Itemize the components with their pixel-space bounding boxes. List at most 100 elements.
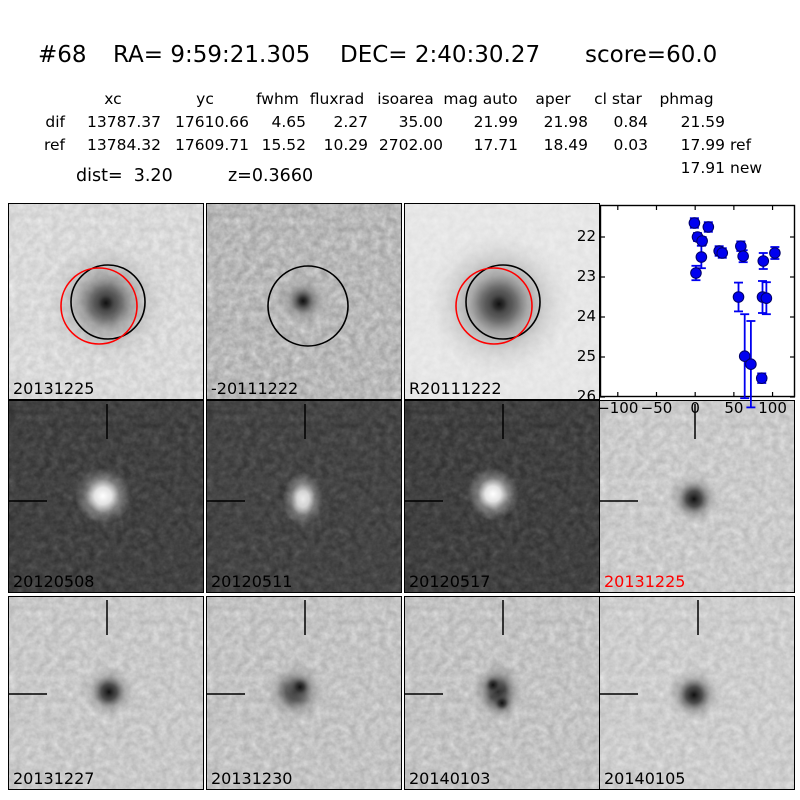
cell-dif-phmag: 21.59	[680, 113, 725, 131]
cutout-panel-epoch: 20120508	[8, 400, 204, 593]
lightcurve-point	[696, 235, 708, 247]
cutout-date-label: 20131227	[13, 769, 95, 789]
cutout-date-label: 20131225	[604, 572, 686, 592]
column-header-magauto: mag auto	[443, 90, 518, 108]
cutout-date-label: 20140103	[409, 769, 491, 789]
lightcurve-point	[755, 372, 768, 384]
lightcurve-point	[760, 292, 773, 304]
cell-ref-phmag: 17.99	[680, 136, 725, 154]
lightcurve-point	[695, 251, 708, 263]
column-header-phmag: phmag	[659, 90, 714, 108]
cell-ref-magauto: 17.71	[473, 136, 518, 154]
x-tick-label: −50	[640, 399, 673, 417]
cell-dif-fluxrad: 2.27	[333, 113, 368, 131]
cutout-date-label: 20131230	[211, 769, 293, 789]
cell-dif-magauto: 21.99	[473, 113, 518, 131]
y-tick-label: 24	[576, 307, 596, 326]
source-blob	[283, 472, 323, 526]
x-tick-label: 50	[724, 399, 744, 417]
cutout-panel-epoch: 20140103	[404, 596, 600, 790]
source-blob	[467, 468, 519, 520]
y-tick-label: 22	[576, 227, 596, 246]
cutout-date-label: 20120508	[13, 572, 95, 592]
row-label-new	[31, 157, 65, 180]
cutout-date-label: 20120517	[409, 572, 491, 592]
dec-value: DEC= 2:40:30.27	[340, 42, 541, 68]
cell-ref-clstar: 0.03	[613, 136, 648, 154]
x-tick-label: 100	[758, 399, 787, 417]
redshift-value: z=0.3660	[228, 166, 314, 186]
lightcurve-point	[690, 267, 702, 279]
x-tick-label: −100	[597, 399, 639, 417]
y-tick-label: 23	[576, 267, 596, 286]
object-id: #68	[38, 42, 87, 68]
column-header-fluxrad: fluxrad	[309, 90, 365, 108]
cell-dif-yc: 17610.66	[175, 113, 249, 131]
source-blob	[90, 287, 122, 319]
aperture-circle-black	[70, 264, 146, 340]
cutout-date-label: 20120511	[211, 572, 293, 592]
source-blob	[286, 673, 314, 701]
aperture-circle-black	[465, 264, 541, 340]
column-header-aper: aper	[535, 90, 571, 108]
y-tick-label: 25	[576, 347, 596, 366]
cutout-panel-epoch: 20120517	[404, 400, 600, 593]
lightcurve-point	[735, 240, 747, 253]
source-blob	[490, 691, 514, 715]
lightcurve-point	[732, 291, 745, 303]
cell-ref-aper: 18.49	[543, 136, 588, 154]
cell-new-suffix: new	[730, 159, 763, 177]
cutout-date-label: 20140105	[604, 769, 686, 789]
source-blob	[83, 666, 135, 718]
cutout-date-label: -20111222	[211, 379, 299, 399]
row-label-dif: dif	[45, 113, 65, 131]
cutout-panel-reference: R20111222	[404, 203, 600, 400]
cutout-panel-epoch: 20131227	[8, 596, 204, 790]
cell-dif-aper: 21.98	[543, 113, 588, 131]
cell-ref-xc: 13784.32	[87, 136, 161, 154]
lightcurve-point	[738, 350, 751, 362]
column-header-xc: xc	[104, 90, 122, 108]
cell-ref-fluxrad: 10.29	[323, 136, 368, 154]
column-header	[31, 88, 65, 111]
cell-dif-suffix	[725, 111, 771, 134]
source-blob	[481, 673, 505, 697]
cutout-panel-new: 20131225	[8, 203, 204, 400]
cutout-date-label: 20131225	[13, 379, 95, 399]
lightcurve-point	[745, 358, 757, 370]
cutout-panel-epoch: 20131225	[599, 400, 795, 593]
cell-new-phmag: 17.91	[680, 159, 725, 177]
aperture-circle-red	[60, 267, 138, 345]
source-blob	[75, 468, 131, 524]
column-header-yc: yc	[196, 90, 214, 108]
y-tick-label: 26	[576, 387, 596, 406]
photometry-table: xc yc fwhm fluxrad isoarea mag auto aper…	[31, 88, 771, 180]
lightcurve-plot: −100 −50 0 50 100 22 23 24 25 26	[577, 204, 796, 417]
cell-dif-xc: 13787.37	[87, 113, 161, 131]
cell-dif-clstar: 0.84	[613, 113, 648, 131]
source-blob	[291, 289, 315, 313]
cell-ref-yc: 17609.71	[175, 136, 249, 154]
lightcurve-point	[702, 221, 715, 233]
column-header-isoarea: isoarea	[377, 90, 434, 108]
cell-dif-fwhm: 4.65	[271, 113, 306, 131]
column-header	[725, 88, 771, 111]
source-blob	[667, 668, 721, 722]
cutout-panel-epoch: 20120511	[206, 400, 402, 593]
lightcurve-point	[688, 217, 701, 229]
source-blob	[668, 473, 720, 525]
cutout-date-label: R20111222	[409, 379, 502, 399]
ra-value: RA= 9:59:21.305	[113, 42, 311, 68]
aperture-circle-red	[455, 267, 533, 345]
cell-ref-suffix: ref	[730, 136, 752, 154]
source-blob	[481, 286, 517, 322]
lightcurve-point	[737, 250, 749, 263]
column-header-clstar: cl star	[594, 90, 642, 108]
column-header-fwhm: fwhm	[256, 90, 299, 108]
lightcurve-point	[757, 255, 770, 267]
row-label-ref: ref	[43, 136, 65, 154]
x-tick-label: 0	[690, 399, 700, 417]
score-value: score=60.0	[585, 42, 718, 68]
cutout-panel-epoch: 20131230	[206, 596, 402, 790]
